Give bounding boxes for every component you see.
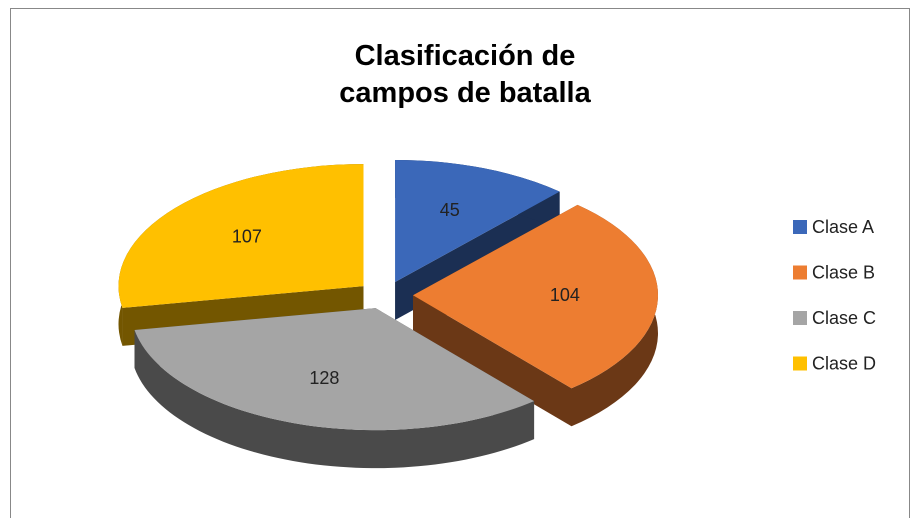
chart-frame bbox=[10, 8, 910, 518]
legend-label: Clase D bbox=[812, 353, 876, 373]
chart-title: Clasificación de campos de batalla bbox=[339, 40, 591, 109]
data-label: 104 bbox=[550, 285, 580, 305]
data-label: 45 bbox=[440, 200, 460, 220]
legend-swatch bbox=[793, 311, 807, 325]
data-label: 107 bbox=[232, 226, 262, 246]
legend-label: Clase A bbox=[812, 217, 874, 237]
slice bbox=[412, 204, 658, 389]
legend-label: Clase B bbox=[812, 262, 875, 282]
legend-swatch bbox=[793, 265, 807, 280]
slice-wall bbox=[134, 329, 535, 469]
legend-swatch bbox=[793, 356, 807, 371]
slice-side bbox=[412, 295, 572, 427]
slice bbox=[134, 308, 535, 431]
data-label: 128 bbox=[309, 368, 339, 388]
slice bbox=[395, 159, 560, 282]
legend-swatch bbox=[793, 220, 807, 234]
legend-label: Clase C bbox=[812, 308, 876, 328]
slice bbox=[118, 164, 364, 308]
